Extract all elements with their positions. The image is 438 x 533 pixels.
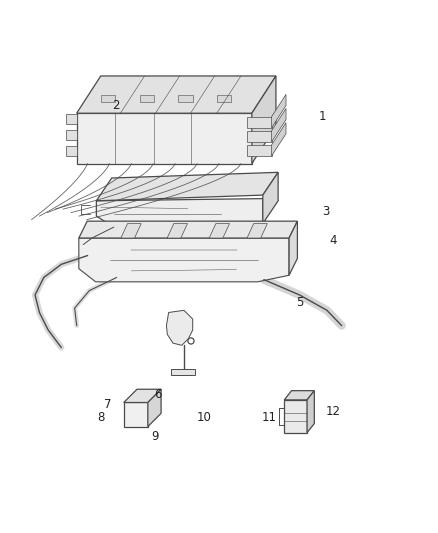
Text: 7: 7 (103, 398, 111, 411)
Polygon shape (171, 369, 195, 375)
Text: 8: 8 (97, 411, 104, 424)
Circle shape (188, 338, 194, 344)
Polygon shape (66, 114, 77, 124)
Text: 9: 9 (152, 430, 159, 442)
Polygon shape (272, 123, 286, 156)
Text: 3: 3 (323, 205, 330, 218)
Polygon shape (307, 391, 314, 433)
Polygon shape (96, 172, 278, 201)
Polygon shape (272, 109, 286, 142)
Polygon shape (284, 391, 314, 400)
Text: 2: 2 (112, 99, 120, 112)
Polygon shape (263, 172, 278, 223)
Polygon shape (284, 400, 307, 433)
Polygon shape (79, 238, 289, 282)
Polygon shape (247, 117, 272, 128)
Text: 6: 6 (154, 388, 162, 401)
Polygon shape (179, 95, 193, 102)
Polygon shape (121, 223, 141, 238)
Polygon shape (167, 223, 187, 238)
Polygon shape (247, 131, 272, 142)
Polygon shape (101, 95, 115, 102)
Text: 12: 12 (325, 405, 340, 417)
Polygon shape (77, 76, 276, 113)
Polygon shape (252, 76, 276, 164)
Text: 4: 4 (329, 233, 337, 247)
Polygon shape (272, 94, 286, 128)
Polygon shape (96, 199, 263, 227)
Polygon shape (124, 402, 148, 426)
Text: 1: 1 (318, 110, 326, 123)
Polygon shape (140, 95, 154, 102)
Text: 10: 10 (196, 411, 211, 424)
Polygon shape (124, 389, 161, 402)
Polygon shape (166, 310, 193, 345)
Polygon shape (209, 223, 230, 238)
Polygon shape (148, 389, 161, 426)
Polygon shape (66, 146, 77, 156)
Polygon shape (77, 113, 252, 164)
Polygon shape (289, 221, 297, 275)
Polygon shape (247, 145, 272, 156)
Polygon shape (79, 221, 297, 238)
Polygon shape (66, 130, 77, 140)
Polygon shape (217, 95, 231, 102)
Text: 5: 5 (297, 296, 304, 309)
Text: 11: 11 (262, 411, 277, 424)
Polygon shape (247, 223, 267, 238)
